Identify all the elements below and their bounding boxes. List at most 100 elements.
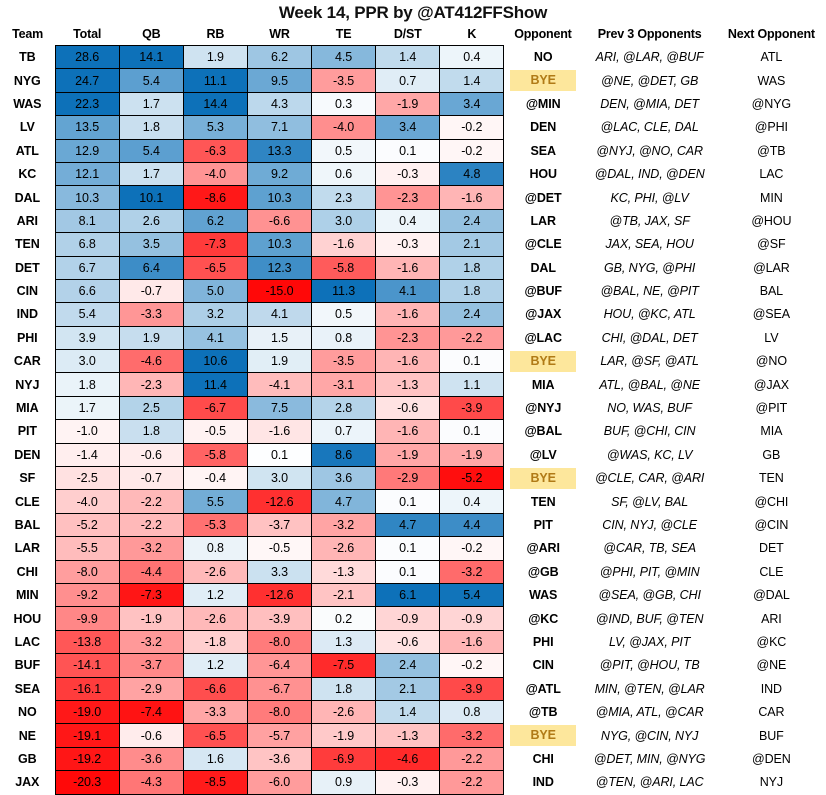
cell-wr: -4.1 [246, 372, 313, 397]
opponent-cell: @MIN [503, 92, 582, 116]
column-header-team: Team [12, 27, 44, 42]
bye-badge: BYE [510, 467, 576, 489]
cell-wr: -3.7 [246, 512, 313, 538]
cell-k: 1.4 [439, 68, 505, 93]
cell-k: -3.9 [439, 395, 505, 421]
cell-qb: -0.6 [118, 442, 184, 468]
cell-wr: -3.6 [246, 746, 313, 772]
cell-dst: -2.3 [375, 185, 441, 210]
cell-te: -2.6 [311, 699, 377, 725]
team-label: CIN [0, 279, 56, 303]
next-opponent-cell: @SEA [717, 302, 826, 327]
column-header-next-opponent: Next Opponent [727, 27, 815, 42]
team-label: NYJ [0, 372, 56, 397]
cell-rb: 10.6 [182, 349, 248, 374]
opponent-cell: TEN [503, 489, 582, 514]
column-header-te: TE [335, 27, 352, 41]
cell-wr: 6.2 [246, 44, 313, 70]
table-row: PIT -1.0 1.8 -0.5 -1.6 0.7 -1.6 0.1 @BAL BUF, @CH… [0, 419, 826, 444]
next-opponent-cell: ATL [717, 45, 826, 69]
next-opponent-cell: BUF [717, 723, 826, 748]
cell-total: -4.0 [54, 489, 120, 514]
column-header-prev-3-opponents: Prev 3 Opponents [597, 27, 702, 42]
bye-badge: BYE [510, 70, 576, 92]
team-label: KC [0, 162, 56, 186]
cell-dst: -2.9 [375, 466, 441, 491]
cell-wr: 4.1 [246, 302, 313, 327]
prev-opponents-cell: KC, PHI, @LV [582, 185, 718, 210]
cell-rb: 5.3 [182, 115, 248, 140]
cell-qb: 5.4 [118, 138, 184, 163]
opponent-cell: NO [503, 45, 582, 69]
prev-opponents-cell: @MIA, ATL, @CAR [582, 700, 718, 724]
cell-dst: 0.1 [375, 559, 441, 584]
cell-qb: 10.1 [118, 185, 184, 210]
cell-qb: 1.7 [118, 91, 184, 117]
cell-wr: -15.0 [246, 278, 313, 304]
table-row: TEN 6.8 3.5 -7.3 10.3 -1.6 -0.3 2.1 @CLE JAX, SEA… [0, 232, 826, 257]
cell-dst: 0.1 [375, 138, 441, 163]
cell-total: 12.9 [54, 138, 120, 163]
cell-wr: -6.4 [246, 653, 313, 678]
cell-wr: 9.5 [246, 68, 313, 93]
cell-rb: -8.6 [182, 185, 248, 210]
cell-rb: -4.0 [182, 161, 248, 187]
table-row: CHI -8.0 -4.4 -2.6 3.3 -1.3 0.1 -3.2 @GB @PHI, PI… [0, 559, 826, 584]
cell-qb: -3.2 [118, 536, 184, 561]
cell-qb: -0.6 [118, 723, 184, 748]
table-row: HOU -9.9 -1.9 -2.6 -3.9 0.2 -0.9 -0.9 @KC @IND, B… [0, 606, 826, 631]
cell-qb: -4.4 [118, 559, 184, 584]
cell-rb: -3.3 [182, 699, 248, 725]
cell-te: -1.6 [311, 232, 377, 257]
prev-opponents-cell: CIN, NYJ, @CLE [582, 513, 718, 537]
table-row: CAR 3.0 -4.6 10.6 1.9 -3.5 -1.6 0.1 BYE LAR, @SF,… [0, 349, 826, 374]
cell-total: -20.3 [54, 770, 120, 795]
cell-rb: -6.5 [182, 723, 248, 748]
cell-k: -3.2 [439, 723, 505, 748]
cell-wr: -12.6 [246, 582, 313, 608]
team-label: CHI [0, 560, 56, 584]
cell-k: 1.1 [439, 372, 505, 397]
cell-k: -0.2 [439, 536, 505, 561]
table-row: PHI 3.9 1.9 4.1 1.5 0.8 -2.3 -2.2 @LAC CHI, @DAL,… [0, 325, 826, 351]
cell-k: -1.6 [439, 629, 505, 655]
opponent-cell: BYE [503, 68, 582, 93]
column-header-total: Total [73, 27, 102, 41]
opponent-cell: BYE [503, 349, 582, 373]
prev-opponents-cell: @LAC, CLE, DAL [582, 115, 718, 140]
cell-total: 1.7 [54, 395, 120, 421]
cell-total: 1.8 [54, 372, 120, 397]
cell-wr: 9.2 [246, 161, 313, 187]
cell-wr: -6.6 [246, 208, 313, 234]
opponent-cell: @BUF [503, 279, 582, 303]
cell-total: -13.8 [54, 629, 120, 655]
cell-total: 12.1 [54, 161, 120, 187]
opponent-cell: DAL [503, 256, 582, 280]
cell-qb: 3.5 [118, 232, 184, 257]
team-label: DEN [0, 443, 56, 467]
next-opponent-cell: @NE [717, 653, 826, 678]
next-opponent-cell: @NO [717, 349, 826, 373]
cell-wr: 12.3 [246, 255, 313, 280]
cell-rb: 11.4 [182, 372, 248, 397]
cell-te: -3.2 [311, 512, 377, 538]
team-label: BAL [0, 513, 56, 537]
cell-te: -6.9 [311, 746, 377, 772]
cell-total: -8.0 [54, 559, 120, 584]
next-opponent-cell: @SF [717, 232, 826, 257]
heatmap-page: Week 14, PPR by @AT412FFShow Team Total … [0, 3, 826, 795]
cell-qb: 2.5 [118, 395, 184, 421]
next-opponent-cell: @JAX [717, 372, 826, 397]
cell-dst: -0.3 [375, 770, 441, 795]
cell-dst: -4.6 [375, 746, 441, 772]
prev-opponents-cell: GB, NYG, @PHI [582, 256, 718, 280]
prev-opponents-cell: NO, WAS, BUF [582, 396, 718, 420]
cell-rb: 1.9 [182, 44, 248, 70]
cell-k: 5.4 [439, 582, 505, 608]
table-row: MIN -9.2 -7.3 1.2 -12.6 -2.1 6.1 5.4 WAS @SEA, @G… [0, 582, 826, 608]
table-row: NO -19.0 -7.4 -3.3 -8.0 -2.6 1.4 0.8 @TB @MIA, AT… [0, 699, 826, 725]
cell-te: 4.5 [311, 44, 377, 70]
cell-te: 0.7 [311, 419, 377, 444]
prev-opponents-cell: @DAL, IND, @DEN [582, 162, 718, 186]
cell-qb: 1.8 [118, 419, 184, 444]
